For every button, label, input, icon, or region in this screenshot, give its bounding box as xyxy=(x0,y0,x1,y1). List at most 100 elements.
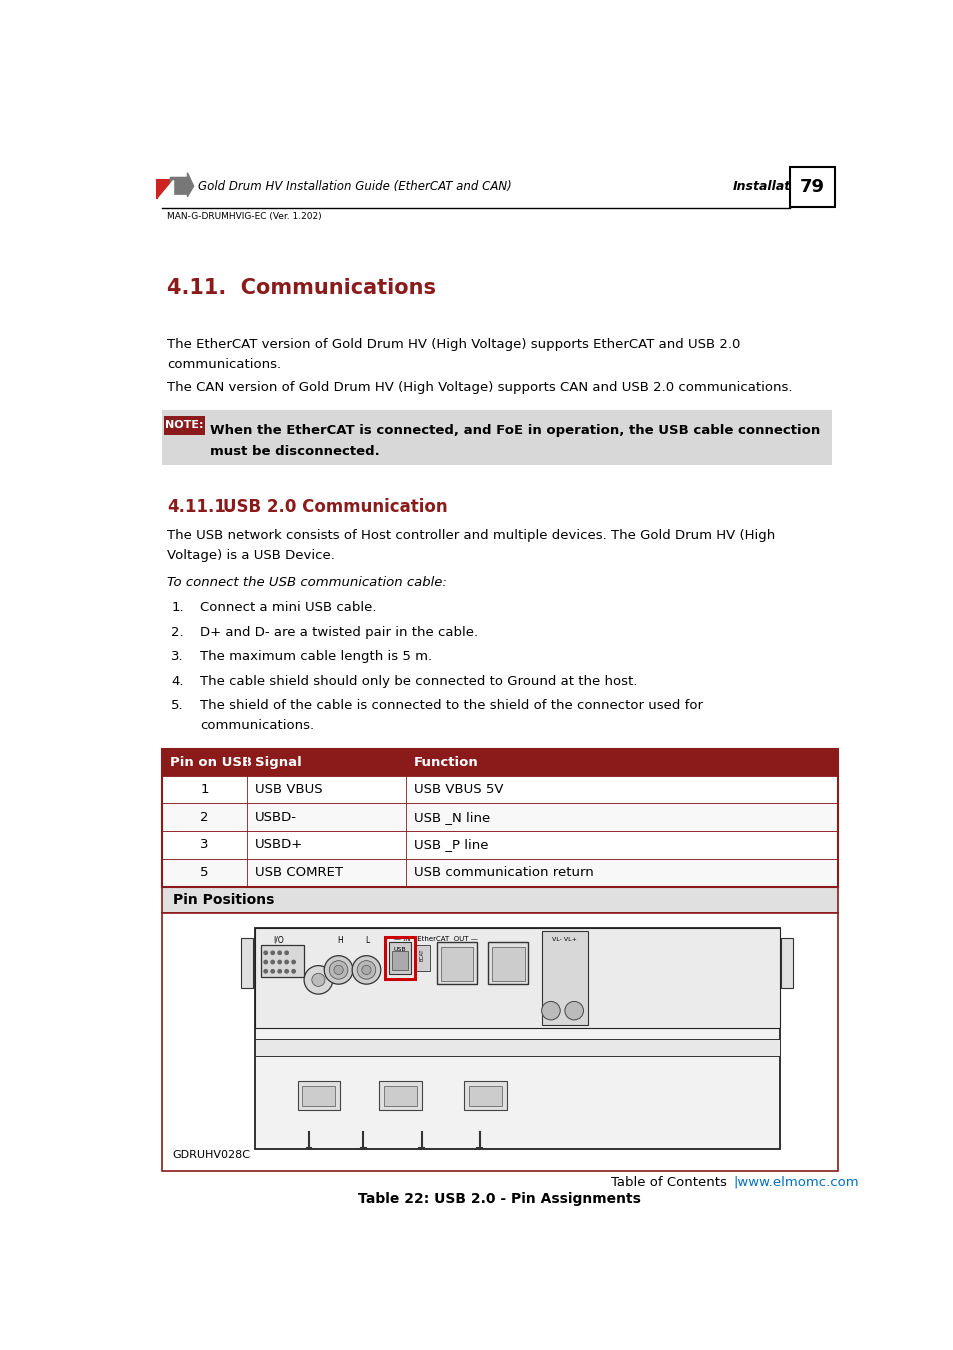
Text: USB VBUS: USB VBUS xyxy=(254,783,322,796)
Text: The maximum cable length is 5 m.: The maximum cable length is 5 m. xyxy=(199,651,432,663)
Text: The USB network consists of Host controller and multiple devices. The Gold Drum : The USB network consists of Host control… xyxy=(167,528,775,541)
Circle shape xyxy=(277,960,281,964)
Text: Signal: Signal xyxy=(254,756,301,768)
Text: USB 2.0 Communication: USB 2.0 Communication xyxy=(223,498,447,516)
Circle shape xyxy=(277,969,281,973)
Text: USB VBUS 5V: USB VBUS 5V xyxy=(414,783,503,796)
Text: Pin Positions: Pin Positions xyxy=(172,892,274,907)
Circle shape xyxy=(329,961,348,979)
Circle shape xyxy=(264,952,267,954)
Bar xyxy=(241,938,253,988)
Bar xyxy=(261,945,303,977)
Circle shape xyxy=(264,960,267,964)
Text: VL- VL+: VL- VL+ xyxy=(552,937,577,942)
Bar xyxy=(789,166,834,207)
Bar xyxy=(162,832,837,859)
Text: 4.11.1.: 4.11.1. xyxy=(167,498,233,516)
Bar xyxy=(162,913,837,1170)
Text: Function: Function xyxy=(414,756,478,768)
Bar xyxy=(383,1085,416,1106)
Text: To connect the USB communication cable:: To connect the USB communication cable: xyxy=(167,576,447,589)
Text: USB COMRET: USB COMRET xyxy=(254,867,342,879)
Text: USB _N line: USB _N line xyxy=(414,811,490,824)
Bar xyxy=(440,948,473,980)
Text: L: L xyxy=(365,936,369,945)
Bar xyxy=(378,1081,421,1110)
Circle shape xyxy=(292,969,295,973)
Text: |www.elmomc.com: |www.elmomc.com xyxy=(732,1176,858,1189)
Text: Installation: Installation xyxy=(732,180,812,193)
Text: communications.: communications. xyxy=(167,358,281,371)
Bar xyxy=(415,945,430,971)
Bar xyxy=(162,749,837,887)
Circle shape xyxy=(334,965,343,975)
Bar xyxy=(297,1081,340,1110)
Text: D+ and D- are a twisted pair in the cable.: D+ and D- are a twisted pair in the cabl… xyxy=(199,625,477,639)
Text: — IN   EtherCAT  OUT —: — IN EtherCAT OUT — xyxy=(394,936,477,942)
Text: 2.: 2. xyxy=(171,625,184,639)
Circle shape xyxy=(285,960,288,964)
Text: 2: 2 xyxy=(200,811,209,824)
Polygon shape xyxy=(158,181,172,198)
Circle shape xyxy=(285,969,288,973)
Bar xyxy=(468,1085,501,1106)
Text: 1.: 1. xyxy=(171,601,184,614)
Circle shape xyxy=(356,961,375,979)
Circle shape xyxy=(564,1002,583,1019)
Text: 3: 3 xyxy=(200,838,209,852)
Text: GDRUHV028C: GDRUHV028C xyxy=(172,1150,251,1160)
Bar xyxy=(436,942,476,984)
Circle shape xyxy=(271,969,274,973)
Circle shape xyxy=(361,965,371,975)
Text: 4.: 4. xyxy=(171,675,184,687)
Bar xyxy=(162,859,837,887)
Circle shape xyxy=(292,960,295,964)
Bar xyxy=(162,803,837,832)
Text: The shield of the cable is connected to the shield of the connector used for: The shield of the cable is connected to … xyxy=(199,699,702,713)
Bar xyxy=(781,938,793,988)
Text: MAN-G-DRUMHVIG-EC (Ver. 1.202): MAN-G-DRUMHVIG-EC (Ver. 1.202) xyxy=(167,212,321,221)
Text: must be disconnected.: must be disconnected. xyxy=(210,446,379,459)
Text: USBD-: USBD- xyxy=(254,811,296,824)
Circle shape xyxy=(271,960,274,964)
Text: ECAT: ECAT xyxy=(419,949,424,961)
Text: The EtherCAT version of Gold Drum HV (High Voltage) supports EtherCAT and USB 2.: The EtherCAT version of Gold Drum HV (Hi… xyxy=(167,338,740,351)
Text: Gold Drum HV Installation Guide (EtherCAT and CAN): Gold Drum HV Installation Guide (EtherCA… xyxy=(198,180,512,193)
Bar xyxy=(385,937,415,979)
Bar xyxy=(254,1038,779,1056)
Circle shape xyxy=(271,952,274,954)
Circle shape xyxy=(324,956,353,984)
Circle shape xyxy=(312,973,325,987)
Text: 5: 5 xyxy=(200,867,209,879)
Bar xyxy=(162,887,837,913)
Text: 5.: 5. xyxy=(171,699,184,713)
Bar xyxy=(389,942,410,975)
Circle shape xyxy=(277,952,281,954)
Bar xyxy=(464,1081,506,1110)
Text: communications.: communications. xyxy=(199,720,314,733)
Text: When the EtherCAT is connected, and FoE in operation, the USB cable connection: When the EtherCAT is connected, and FoE … xyxy=(210,424,820,437)
Polygon shape xyxy=(171,173,193,197)
Text: 3.: 3. xyxy=(171,651,184,663)
Text: Table of Contents: Table of Contents xyxy=(611,1176,726,1189)
Bar xyxy=(162,410,831,466)
Text: USB _P line: USB _P line xyxy=(414,838,488,852)
Text: I/O: I/O xyxy=(273,936,283,945)
Text: Connect a mini USB cable.: Connect a mini USB cable. xyxy=(199,601,375,614)
Text: Pin on USB: Pin on USB xyxy=(170,756,252,768)
Bar xyxy=(492,948,524,980)
Bar xyxy=(488,942,528,984)
Text: 1: 1 xyxy=(200,783,209,796)
Text: NOTE:: NOTE: xyxy=(165,420,203,431)
Text: The CAN version of Gold Drum HV (High Voltage) supports CAN and USB 2.0 communic: The CAN version of Gold Drum HV (High Vo… xyxy=(167,381,792,394)
Circle shape xyxy=(352,956,380,984)
Circle shape xyxy=(304,965,333,994)
Bar xyxy=(156,180,173,200)
Circle shape xyxy=(264,969,267,973)
Circle shape xyxy=(541,1002,559,1019)
Text: 4.11.  Communications: 4.11. Communications xyxy=(167,278,436,297)
Circle shape xyxy=(285,952,288,954)
Bar xyxy=(162,776,837,803)
Bar xyxy=(302,1085,335,1106)
Bar xyxy=(254,929,779,1149)
